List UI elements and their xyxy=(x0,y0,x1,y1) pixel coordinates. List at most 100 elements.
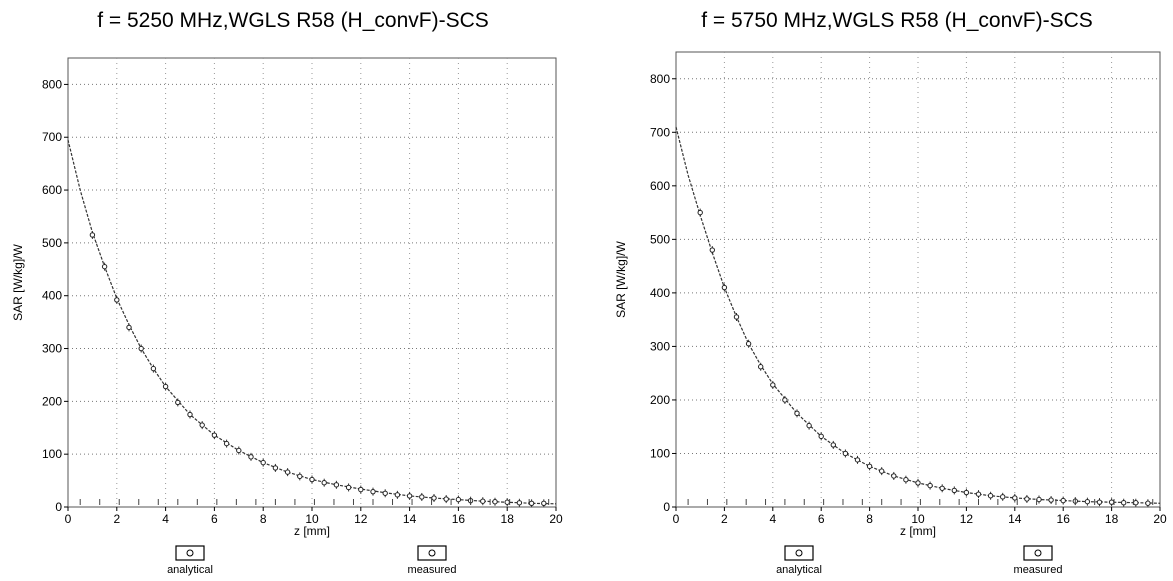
measured-point xyxy=(150,365,157,372)
legend-measured-icon xyxy=(1023,545,1053,561)
measured-point xyxy=(370,488,376,495)
legend-marker-icon xyxy=(428,549,436,557)
y-tick-label: 500 xyxy=(650,232,670,246)
measured-point xyxy=(211,432,218,438)
x-tick-label: 10 xyxy=(911,512,925,526)
legend-marker-icon xyxy=(795,549,803,557)
y-tick-label: 400 xyxy=(650,286,670,300)
legend-analytical-label: analytical xyxy=(776,564,822,576)
plot-area xyxy=(67,57,557,508)
legend-measured-icon xyxy=(417,545,447,561)
legend-measured: measured xyxy=(1014,545,1063,576)
measured-point xyxy=(903,477,909,483)
y-tick-label: 100 xyxy=(42,447,62,461)
x-tick-label: 2 xyxy=(113,512,120,526)
measured-point xyxy=(1145,500,1151,506)
measured-point xyxy=(406,493,413,499)
y-tick-label: 300 xyxy=(42,342,62,356)
measured-point xyxy=(516,500,523,506)
x-tick-label: 0 xyxy=(65,512,72,526)
y-tick-label: 800 xyxy=(650,72,670,86)
measured-point xyxy=(1096,499,1103,505)
x-tick-label: 8 xyxy=(866,512,873,526)
measured-point xyxy=(842,450,849,457)
x-tick-label: 16 xyxy=(1057,512,1071,526)
measured-point xyxy=(1060,497,1066,504)
measured-point xyxy=(1000,494,1006,500)
legend-measured: measured xyxy=(408,545,456,576)
x-tick-label: 12 xyxy=(354,512,368,526)
legend-measured-label: measured xyxy=(1014,564,1063,576)
measured-point xyxy=(309,476,315,483)
chart-title: f = 5750 MHz,WGLS R58 (H_convF)-SCS xyxy=(701,9,1093,32)
measured-point xyxy=(223,440,230,447)
sar-chart-5750mhz: f = 5750 MHz,WGLS R58 (H_convF)-SCS01002… xyxy=(614,9,1167,576)
x-tick-label: 6 xyxy=(211,512,218,526)
measured-point xyxy=(199,422,205,428)
chart-panel-5250: f = 5250 MHz,WGLS R58 (H_convF)-SCS 0 100 2… xyxy=(0,0,586,581)
x-axis-label: z [mm] xyxy=(900,524,936,538)
measured-point xyxy=(709,247,716,253)
x-axis-label: z [mm] xyxy=(294,524,330,538)
measured-point xyxy=(915,480,921,486)
measured-point xyxy=(455,496,462,503)
measured-point xyxy=(939,485,945,491)
measured-point xyxy=(443,496,449,502)
measured-point xyxy=(818,433,824,440)
legend-analytical: analytical xyxy=(167,545,213,576)
x-tick-label: 18 xyxy=(1105,512,1119,526)
y-tick-label: 400 xyxy=(42,289,62,303)
measured-point xyxy=(114,297,120,303)
measured-point xyxy=(431,495,437,501)
y-tick-label: 500 xyxy=(42,236,62,250)
measured-point xyxy=(1036,496,1042,503)
measured-point xyxy=(297,473,303,480)
measured-point xyxy=(733,314,740,320)
y-tick-label: 300 xyxy=(650,339,670,353)
measured-point xyxy=(419,494,425,500)
x-tick-label: 18 xyxy=(501,512,515,526)
sar-chart-5250mhz: f = 5250 MHz,WGLS R58 (H_convF)-SCS 0 100 2… xyxy=(11,9,563,576)
y-tick-label: 800 xyxy=(42,77,62,91)
x-tick-label: 14 xyxy=(1008,512,1022,526)
measured-point xyxy=(697,209,703,216)
measured-point xyxy=(1012,495,1018,501)
x-tick-label: 20 xyxy=(549,512,563,526)
x-tick-label: 0 xyxy=(673,512,680,526)
measured-point xyxy=(1121,500,1127,506)
measured-point xyxy=(89,232,96,238)
y-axis-label: SAR [W/kg]/W xyxy=(11,243,25,320)
measured-point xyxy=(333,482,340,488)
measured-point xyxy=(175,399,181,406)
measured-point xyxy=(260,459,266,466)
measured-point xyxy=(830,442,837,448)
measured-point xyxy=(745,341,752,347)
y-tick-label: 600 xyxy=(650,179,670,193)
measured-point xyxy=(248,454,254,460)
y-tick-label: 700 xyxy=(650,125,670,139)
measured-point xyxy=(927,482,933,489)
measured-point xyxy=(236,447,242,454)
measured-point xyxy=(866,463,873,470)
chart-title: f = 5250 MHz,WGLS R58 (H_convF)-SCS xyxy=(97,9,489,32)
measured-point xyxy=(480,498,486,504)
measured-point xyxy=(1084,498,1091,505)
measured-point xyxy=(187,411,193,418)
measured-point xyxy=(284,469,291,475)
legend-marker-icon xyxy=(1034,549,1042,557)
y-tick-label: 700 xyxy=(42,130,62,144)
x-tick-label: 10 xyxy=(305,512,319,526)
measured-point xyxy=(854,457,861,463)
x-tick-label: 16 xyxy=(452,512,466,526)
measured-point xyxy=(758,364,764,370)
y-axis-label: SAR [W/kg]/W xyxy=(614,240,628,317)
x-tick-label: 4 xyxy=(162,512,169,526)
measured-point xyxy=(492,499,498,505)
measured-point xyxy=(782,397,788,403)
measured-point xyxy=(951,487,957,494)
y-tick-label: 200 xyxy=(42,394,62,408)
measured-point xyxy=(138,345,144,352)
measured-point xyxy=(394,492,401,498)
y-tick-label: 100 xyxy=(650,446,670,460)
measured-point xyxy=(987,493,994,499)
